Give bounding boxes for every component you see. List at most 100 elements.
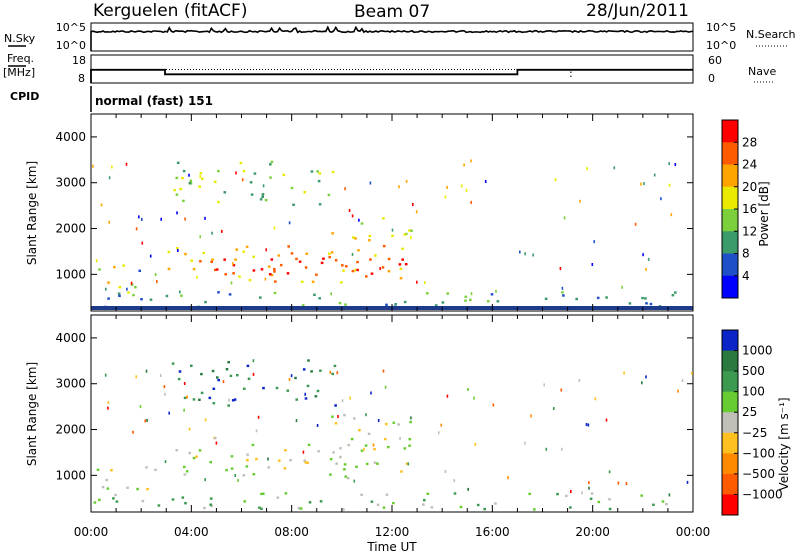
heatmap-cell	[274, 280, 277, 283]
colorbar-swatch	[722, 432, 738, 454]
heatmap-cell	[238, 275, 241, 278]
heatmap-cell	[223, 258, 226, 261]
y-tick-label: 4000	[55, 130, 86, 144]
heatmap-cell	[228, 398, 230, 402]
heatmap-cell	[329, 370, 332, 374]
colorbar-swatch	[722, 453, 738, 475]
heatmap-cell	[290, 374, 293, 378]
heatmap-cell	[381, 266, 385, 269]
heatmap-cell	[136, 487, 139, 491]
nave-scatter-mark: :	[569, 67, 573, 80]
heatmap-cell	[295, 257, 298, 261]
heatmap-cell	[252, 359, 255, 363]
heatmap-cell	[252, 269, 256, 272]
colorbar-frame	[721, 329, 739, 516]
heatmap-cell	[270, 160, 274, 164]
heatmap-cell	[210, 260, 213, 264]
heatmap-cell	[290, 186, 294, 190]
heatmap-cell	[295, 398, 298, 401]
heatmap-cell	[105, 287, 107, 291]
heatmap-cell	[100, 203, 103, 207]
heatmap-cell	[412, 203, 414, 206]
heatmap-cell	[93, 501, 97, 504]
heatmap-cell	[334, 259, 338, 262]
heatmap-cell	[227, 361, 230, 364]
heatmap-cell	[399, 277, 403, 280]
colorbar-tick-label: 1000	[742, 344, 773, 358]
y-tick-label: 3000	[55, 377, 86, 391]
x-tick-label: 00:00	[74, 525, 109, 539]
heatmap-cell	[195, 455, 198, 458]
heatmap-cell	[252, 372, 255, 376]
heatmap-cell	[410, 236, 412, 240]
heatmap-cell	[279, 263, 283, 267]
velocity-colorbar: 1000 500 100 25 −25 −100 −500 −1000	[721, 329, 783, 516]
heatmap-cell	[398, 185, 400, 189]
heatmap-cell	[426, 292, 429, 295]
heatmap-cell	[441, 301, 445, 304]
heatmap-cell	[403, 447, 407, 450]
heatmap-cell	[608, 498, 611, 501]
heatmap-cell	[394, 303, 397, 306]
heatmap-cell	[351, 214, 354, 218]
heatmap-cell	[243, 387, 246, 390]
heatmap-cell	[391, 228, 394, 232]
heatmap-cell	[379, 267, 381, 271]
power-y-ticks: 1000 2000 3000 4000	[55, 130, 693, 281]
freq-tick-bottom: 8	[78, 72, 85, 85]
heatmap-cell	[467, 487, 469, 491]
cpid-text: normal (fast) 151	[95, 94, 213, 108]
heatmap-cell	[303, 191, 306, 194]
heatmap-cell	[589, 497, 593, 500]
heatmap-cell	[251, 443, 255, 447]
heatmap-cell	[175, 449, 178, 452]
power-cells	[91, 159, 693, 310]
heatmap-cell	[453, 492, 457, 495]
heatmap-cell	[430, 506, 434, 509]
heatmap-cell	[299, 507, 303, 510]
heatmap-cell	[139, 405, 142, 409]
heatmap-cell	[365, 275, 368, 278]
colorbar-tick-label: −100	[742, 446, 775, 460]
heatmap-cell	[483, 507, 486, 511]
heatmap-cell	[234, 474, 236, 477]
heatmap-cell	[227, 404, 230, 407]
heatmap-cell	[410, 416, 412, 420]
heatmap-cell	[126, 287, 128, 291]
heatmap-cell	[329, 473, 332, 476]
heatmap-cell	[117, 292, 121, 295]
freq-panel: Freq. [MHz] 18 8 60 0 Nave :	[3, 52, 776, 85]
heatmap-cell	[336, 371, 339, 375]
heatmap-cell	[171, 362, 175, 365]
heatmap-cell	[98, 498, 101, 502]
heatmap-cell	[355, 465, 358, 468]
heatmap-cell	[334, 404, 337, 407]
heatmap-cell	[188, 427, 191, 431]
heatmap-cell	[384, 385, 387, 389]
heatmap-cell	[476, 503, 480, 507]
heatmap-cell	[405, 179, 408, 183]
heatmap-cell	[276, 496, 280, 499]
heatmap-cell	[198, 185, 201, 188]
heatmap-cell	[199, 175, 201, 178]
heatmap-cell	[260, 268, 264, 271]
heatmap-cell	[318, 297, 321, 300]
heatmap-cell	[164, 392, 166, 396]
heatmap-cell	[184, 252, 187, 256]
heatmap-cell	[554, 178, 557, 182]
heatmap-cell	[353, 417, 356, 420]
cpid-panel: CPID normal (fast) 151	[10, 86, 213, 112]
heatmap-cell	[211, 369, 215, 373]
heatmap-cell	[107, 406, 109, 410]
heatmap-cell	[671, 294, 675, 297]
heatmap-cell	[144, 419, 147, 423]
nsky-label: N.Sky	[4, 32, 36, 45]
heatmap-cell	[579, 199, 581, 203]
heatmap-cell	[190, 364, 193, 367]
heatmap-cell	[112, 497, 115, 500]
heatmap-cell	[553, 407, 555, 410]
colorbar-swatch	[722, 209, 738, 232]
power-frame	[90, 113, 694, 312]
heatmap-cell	[146, 487, 149, 491]
heatmap-cell	[260, 507, 263, 510]
